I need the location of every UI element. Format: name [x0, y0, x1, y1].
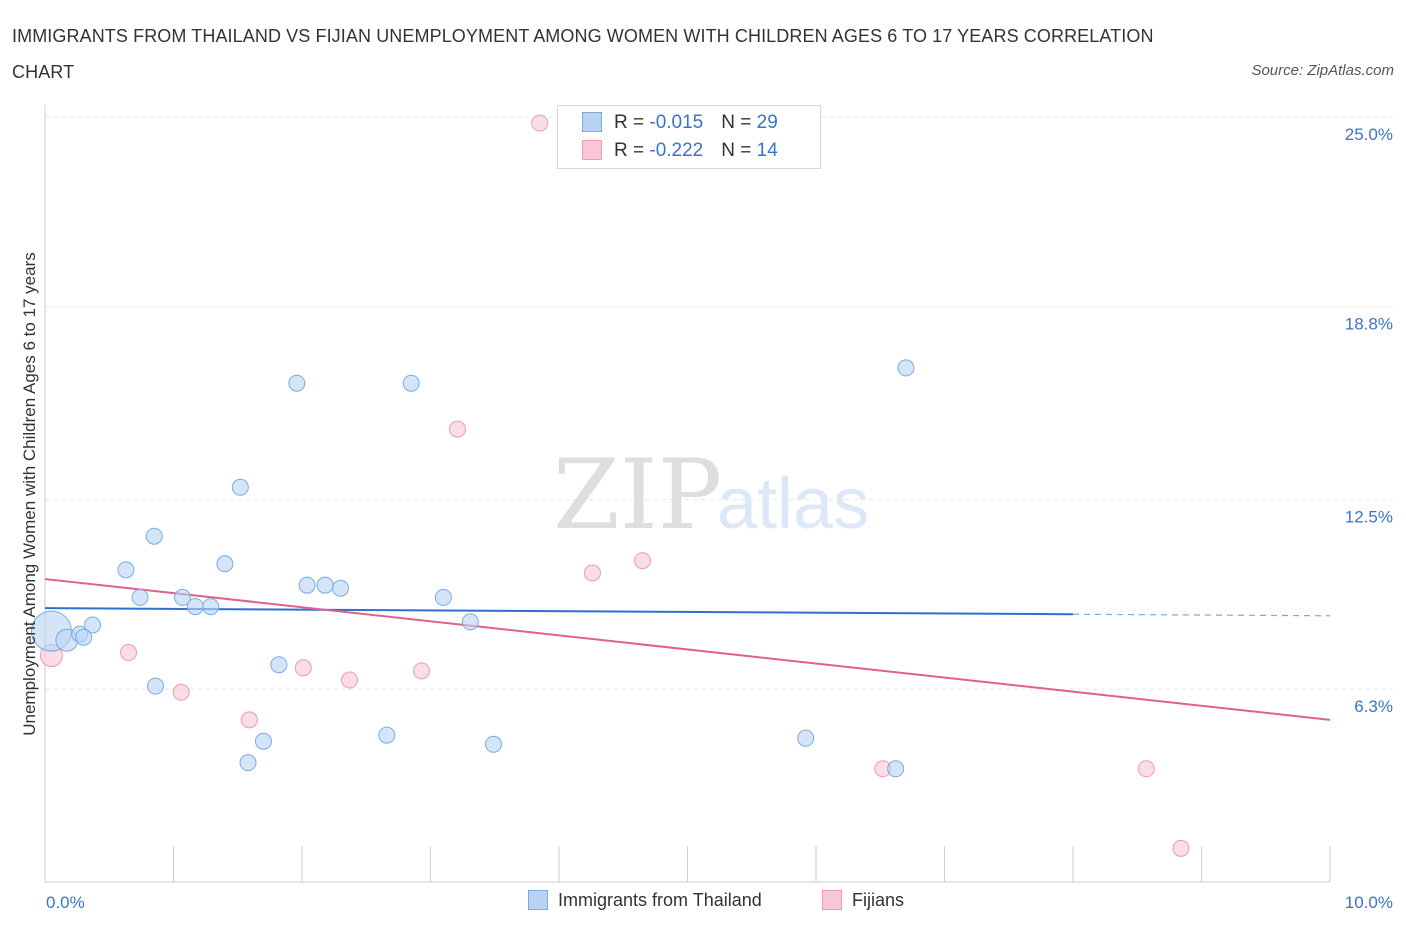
- fijian-legend-swatch: [822, 890, 842, 910]
- fijian-swatch: [582, 140, 602, 160]
- y-axis-title: Unemployment Among Women with Children A…: [20, 252, 39, 736]
- watermark-atlas: atlas: [717, 464, 869, 544]
- correlation-legend: R = -0.015 N = 29 R = -0.222 N = 14: [557, 105, 821, 169]
- point-thailand: [378, 726, 396, 744]
- legend-label-thailand: Immigrants from Thailand: [558, 890, 762, 910]
- point-thailand: [897, 359, 915, 377]
- x-tick-label: 0.0%: [46, 893, 85, 912]
- point-thailand: [298, 576, 316, 594]
- point-thailand: [131, 588, 149, 606]
- point-thailand: [332, 579, 350, 597]
- point-thailand: [461, 613, 479, 631]
- r-value-thailand: -0.015: [649, 112, 704, 133]
- axes: [44, 105, 1331, 883]
- point-fijian: [634, 552, 652, 570]
- n-label: N =: [721, 140, 757, 161]
- legend-row-thailand: R = -0.015 N = 29: [582, 112, 778, 138]
- point-thailand: [254, 732, 272, 750]
- point-thailand: [147, 677, 165, 695]
- legend-row-fijian: R = -0.222 N = 14: [582, 140, 784, 166]
- trend-line-fijian: [44, 578, 1331, 721]
- point-fijian: [240, 711, 258, 729]
- legend-item-thailand: Immigrants from Thailand: [528, 890, 762, 911]
- point-fijian: [172, 683, 190, 701]
- point-fijian: [413, 662, 431, 680]
- point-fijian: [1172, 839, 1190, 857]
- y-tick-label: 25.0%: [1345, 125, 1393, 144]
- source-label: Source: ZipAtlas.com: [1251, 62, 1394, 79]
- r-label: R =: [614, 112, 650, 133]
- watermark: ZIP atlas: [553, 439, 869, 551]
- data-points: [30, 114, 1190, 857]
- y-tick-label: 18.8%: [1345, 315, 1393, 334]
- point-thailand: [316, 576, 334, 594]
- point-thailand: [216, 555, 234, 573]
- point-thailand: [270, 656, 288, 674]
- thailand-legend-swatch: [528, 890, 548, 910]
- r-value-fijian: -0.222: [649, 140, 704, 161]
- watermark-zip: ZIP: [553, 439, 722, 551]
- legend-item-fijian: Fijians: [822, 890, 904, 911]
- point-thailand: [484, 735, 502, 753]
- thailand-swatch: [582, 112, 602, 132]
- point-thailand: [239, 754, 257, 772]
- n-value-thailand: 29: [756, 112, 778, 133]
- point-fijian: [1137, 760, 1155, 778]
- point-thailand: [288, 374, 306, 392]
- point-thailand: [186, 598, 204, 616]
- tick-labels: 6.3% 12.5% 18.8% 25.0% 0.0% 10.0%: [46, 125, 1393, 912]
- chart-title: IMMIGRANTS FROM THAILAND VS FIJIAN UNEMP…: [12, 26, 1154, 82]
- x-tick-label: 10.0%: [1345, 893, 1393, 912]
- y-tick-label: 6.3%: [1354, 697, 1393, 716]
- point-thailand: [173, 588, 191, 606]
- n-value-fijian: 14: [756, 140, 778, 161]
- point-thailand: [75, 628, 93, 646]
- point-thailand: [797, 729, 815, 747]
- point-thailand: [434, 588, 452, 606]
- point-thailand: [231, 478, 249, 496]
- y-tick-label: 12.5%: [1345, 508, 1393, 527]
- trend-lines: [44, 578, 1331, 721]
- legend-label-fijian: Fijians: [852, 890, 905, 910]
- r-label: R =: [614, 140, 650, 161]
- point-fijian: [341, 671, 359, 689]
- n-label: N =: [721, 112, 757, 133]
- trend-line-thailand-extension: [1072, 613, 1331, 617]
- point-fijian: [448, 420, 466, 438]
- point-thailand: [887, 760, 905, 778]
- point-thailand: [402, 374, 420, 392]
- point-thailand: [84, 616, 102, 634]
- point-fijian: [294, 659, 312, 677]
- point-thailand: [145, 527, 163, 545]
- point-fijian: [120, 644, 138, 661]
- point-fijian: [531, 114, 549, 132]
- point-thailand: [202, 598, 220, 616]
- point-thailand: [117, 561, 135, 579]
- point-fijian: [583, 564, 601, 582]
- gridlines: [45, 116, 1395, 690]
